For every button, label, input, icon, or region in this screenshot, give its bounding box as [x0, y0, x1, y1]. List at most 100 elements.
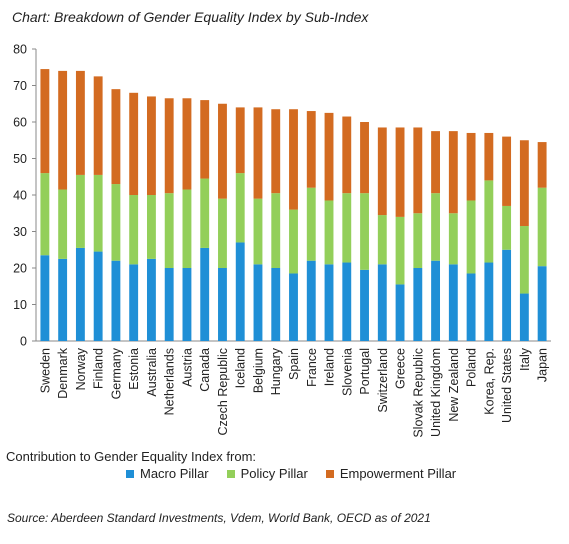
bar-segment-empowerment-pillar: [253, 107, 263, 199]
bar-segment-macro-pillar: [253, 264, 263, 341]
bar-segment-macro-pillar: [377, 264, 387, 341]
x-category-label: United Kingdom: [429, 348, 443, 437]
bar-segment-macro-pillar: [271, 268, 281, 341]
bar-segment-macro-pillar: [93, 251, 103, 341]
bar-segment-policy-pillar: [484, 180, 494, 263]
bar-segment-policy-pillar: [502, 205, 512, 250]
bar-segment-policy-pillar: [360, 193, 369, 270]
bar-segment-macro-pillar: [146, 258, 156, 341]
legend-label-policy: Policy Pillar: [240, 466, 308, 481]
x-category-label: France: [305, 348, 319, 387]
bars: [40, 69, 547, 341]
bar-segment-macro-pillar: [342, 262, 352, 341]
x-category-label: Japan: [536, 348, 550, 382]
x-category-label: Finland: [92, 348, 106, 389]
bar-segment-empowerment-pillar: [448, 131, 458, 214]
bar-segment-macro-pillar: [448, 264, 458, 341]
bar-segment-policy-pillar: [75, 174, 85, 248]
bar-segment-policy-pillar: [182, 189, 192, 268]
y-tick-label: 10: [13, 298, 27, 312]
bar-segment-policy-pillar: [58, 189, 68, 259]
y-tick-label: 0: [20, 335, 27, 349]
bar-segment-empowerment-pillar: [484, 132, 494, 181]
bar-segment-empowerment-pillar: [218, 103, 227, 199]
bar-segment-macro-pillar: [484, 262, 494, 341]
x-category-label: Netherlands: [163, 348, 177, 415]
bar-segment-empowerment-pillar: [502, 136, 512, 206]
x-category-label: Slovenia: [340, 348, 354, 396]
bar-segment-macro-pillar: [182, 268, 192, 341]
bar-segment-empowerment-pillar: [537, 142, 547, 188]
bar-segment-macro-pillar: [306, 260, 316, 341]
bar-segment-empowerment-pillar: [342, 116, 352, 194]
bar-segment-empowerment-pillar: [377, 127, 387, 216]
bar-segment-empowerment-pillar: [93, 76, 103, 175]
x-category-label: Germany: [109, 347, 123, 399]
bar-segment-empowerment-pillar: [519, 140, 529, 227]
x-category-label: Spain: [287, 348, 301, 380]
bar-segment-macro-pillar: [235, 242, 245, 341]
x-category-label: Australia: [145, 348, 159, 397]
bar-segment-empowerment-pillar: [431, 131, 441, 194]
bar-segment-policy-pillar: [271, 193, 281, 268]
bar-segment-policy-pillar: [448, 213, 458, 265]
x-category-label: Czech Republic: [216, 348, 230, 436]
bar-segment-empowerment-pillar: [413, 127, 423, 214]
bar-segment-macro-pillar: [395, 284, 405, 341]
x-category-label: Hungary: [269, 347, 283, 395]
bar-segment-empowerment-pillar: [111, 89, 121, 185]
bar-segment-policy-pillar: [253, 198, 263, 265]
source-note: Source: Aberdeen Standard Investments, V…: [7, 511, 431, 525]
x-category-label: Austria: [180, 348, 194, 387]
bar-segment-policy-pillar: [342, 193, 352, 263]
x-category-label: Ireland: [323, 348, 337, 386]
legend: Macro Pillar Policy Pillar Empowerment P…: [126, 466, 474, 481]
bar-segment-macro-pillar: [466, 273, 476, 341]
legend-swatch-empowerment: [325, 469, 334, 478]
bar-segment-empowerment-pillar: [271, 109, 281, 194]
y-tick-label: 20: [13, 262, 27, 276]
x-category-label: Norway: [74, 347, 88, 390]
x-category-label: Sweden: [38, 348, 52, 393]
bar-segment-empowerment-pillar: [182, 98, 192, 190]
bar-segment-empowerment-pillar: [75, 70, 85, 175]
bar-segment-empowerment-pillar: [40, 69, 50, 174]
bar-segment-policy-pillar: [413, 213, 423, 268]
bar-segment-empowerment-pillar: [395, 127, 405, 217]
x-category-label: Poland: [465, 348, 479, 387]
bar-segment-macro-pillar: [413, 268, 423, 341]
x-category-label: Iceland: [234, 348, 248, 388]
bar-segment-empowerment-pillar: [324, 112, 334, 201]
bar-segment-policy-pillar: [431, 193, 441, 261]
x-category-label: Canada: [198, 348, 212, 392]
x-category-label: Estonia: [127, 348, 141, 390]
x-category-label: Slovak Republic: [411, 348, 425, 438]
bar-segment-empowerment-pillar: [129, 92, 139, 195]
bar-segment-policy-pillar: [519, 226, 529, 294]
x-axis-labels: Sweden Denmark Norway Finland Germany Estonia…: [38, 347, 549, 437]
bar-segment-macro-pillar: [324, 264, 334, 341]
x-category-label: New Zealand: [447, 348, 461, 422]
bar-segment-policy-pillar: [289, 209, 298, 274]
legend-item-macro: Macro Pillar: [126, 466, 209, 481]
y-tick-label: 80: [13, 43, 27, 57]
bar-segment-policy-pillar: [324, 200, 334, 265]
x-category-label: Belgium: [251, 348, 265, 393]
bar-segment-policy-pillar: [377, 215, 387, 265]
bar-segment-macro-pillar: [40, 255, 50, 341]
legend-swatch-macro: [126, 469, 134, 478]
chart-title: Chart: Breakdown of Gender Equality Inde…: [12, 9, 369, 25]
legend-title: Contribution to Gender Equality Index fr…: [6, 449, 257, 464]
x-category-label: Greece: [394, 348, 408, 389]
bar-segment-empowerment-pillar: [306, 111, 316, 188]
bar-segment-policy-pillar: [235, 173, 245, 243]
bar-segment-empowerment-pillar: [235, 107, 245, 174]
bar-segment-empowerment-pillar: [289, 109, 298, 210]
bar-segment-empowerment-pillar: [200, 100, 210, 179]
bar-segment-macro-pillar: [218, 268, 227, 341]
y-tick-label: 50: [13, 152, 27, 166]
y-tick-label: 40: [13, 189, 27, 203]
x-category-label: Italy: [518, 347, 532, 371]
bar-segment-macro-pillar: [200, 247, 210, 341]
legend-label-empowerment: Empowerment Pillar: [339, 466, 457, 481]
